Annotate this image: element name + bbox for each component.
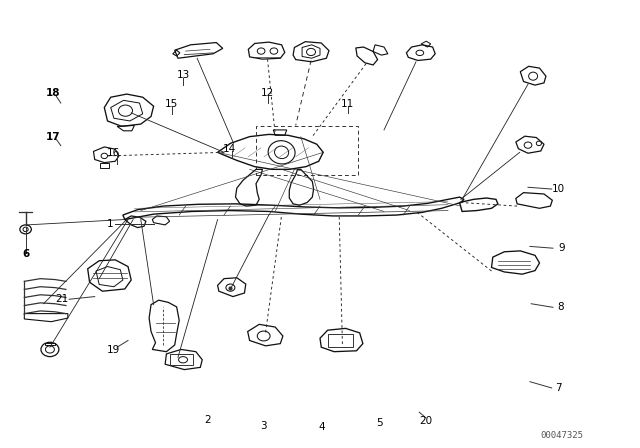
Text: 13: 13: [177, 70, 189, 80]
Text: 19: 19: [108, 345, 120, 355]
Text: 10: 10: [552, 184, 565, 194]
Text: 00047325: 00047325: [540, 431, 584, 440]
Text: 18: 18: [46, 88, 60, 98]
Bar: [170, 354, 193, 365]
Text: 1: 1: [107, 219, 113, 229]
Text: 20: 20: [419, 416, 432, 426]
Text: 3: 3: [260, 421, 267, 431]
Text: 11: 11: [341, 99, 354, 109]
Text: 8: 8: [557, 302, 564, 312]
Text: 12: 12: [261, 88, 274, 98]
Text: 9: 9: [559, 243, 565, 253]
Text: 17: 17: [46, 132, 60, 142]
Text: 16: 16: [108, 148, 120, 158]
Text: 7: 7: [555, 383, 561, 393]
Text: 21: 21: [55, 294, 68, 304]
Text: 14: 14: [223, 144, 236, 154]
Bar: [328, 334, 353, 347]
Text: 15: 15: [165, 99, 178, 109]
Text: 4: 4: [319, 422, 325, 432]
Bar: [256, 126, 358, 175]
Text: 6: 6: [22, 250, 29, 259]
Text: 2: 2: [205, 415, 211, 425]
Text: 5: 5: [376, 418, 383, 428]
